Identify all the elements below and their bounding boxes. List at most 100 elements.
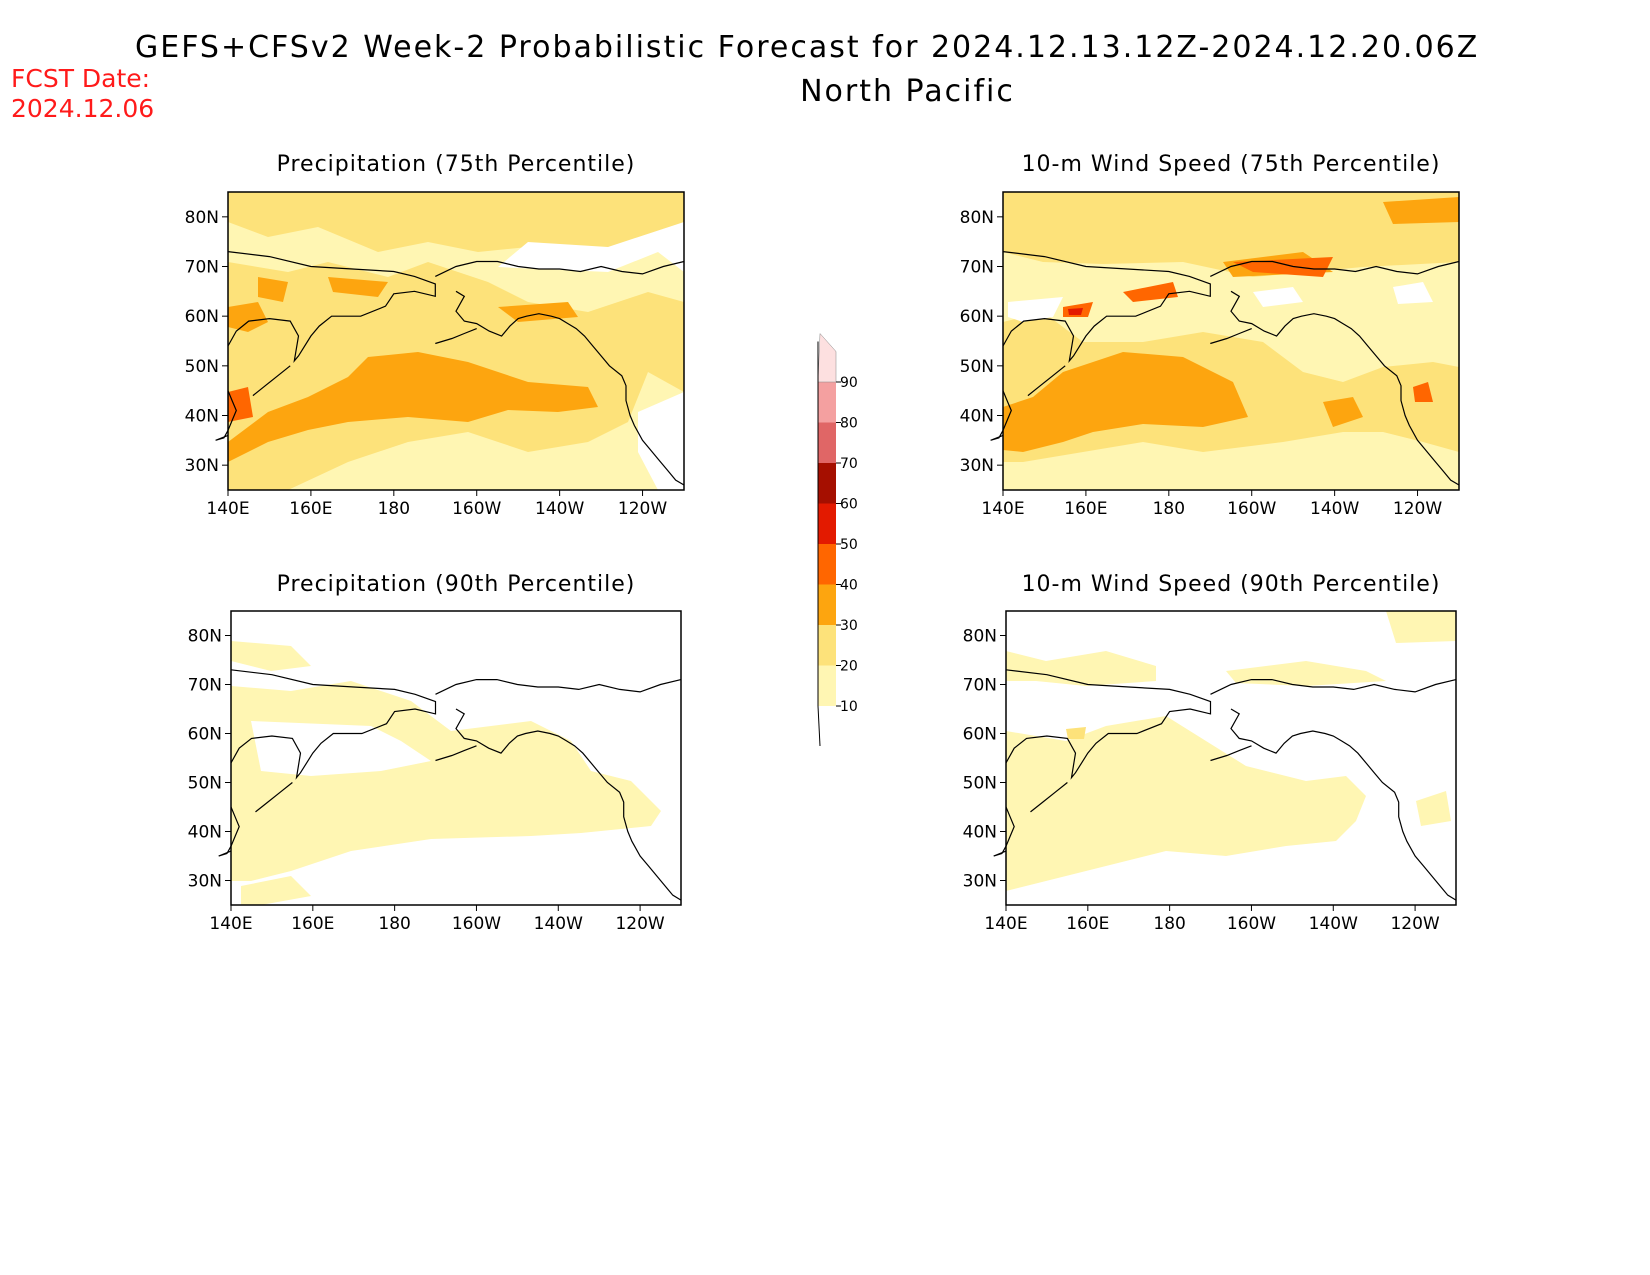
lon-tick-label: 120W: [1393, 499, 1442, 519]
lat-tick-label: 50N: [960, 357, 994, 377]
lon-tick-label: 140W: [534, 914, 583, 934]
coastline-segment: [218, 806, 240, 857]
figure-title: GEFS+CFSv2 Week-2 Probabilistic Forecast…: [135, 30, 1480, 65]
coastline-segment: [435, 679, 682, 695]
lon-tick-label: 140E: [984, 914, 1027, 934]
colorbar-segment: [818, 503, 836, 544]
lat-tick-label: 60N: [960, 307, 994, 327]
contour-fill-10: [1416, 791, 1451, 826]
lat-tick-label: 60N: [185, 307, 219, 327]
colorbar-segment: [818, 584, 836, 625]
map-panel-wind-90: [1006, 611, 1456, 905]
coastline-segment: [455, 290, 685, 486]
lon-tick-label: 120W: [1390, 914, 1439, 934]
contour-fill-40: [228, 387, 253, 422]
lat-tick-label: 80N: [185, 208, 219, 228]
lat-tick-label: 50N: [185, 357, 219, 377]
lat-tick-label: 30N: [188, 872, 222, 892]
lat-tick-label: 70N: [188, 676, 222, 696]
contour-fill-none: [1393, 282, 1433, 304]
colorbar-segment: [818, 422, 836, 463]
coastline-segment: [1230, 708, 1457, 901]
map-frame: [1005, 610, 1457, 906]
lon-tick-label: 120W: [615, 914, 664, 934]
lon-tick-label: 140W: [535, 499, 584, 519]
map-frame: [1002, 191, 1460, 491]
lat-tick-label: 50N: [188, 774, 222, 794]
contour-fill-30: [498, 302, 578, 322]
lat-tick-label: 30N: [185, 456, 219, 476]
coastline-segment: [1005, 669, 1212, 780]
forecast-date-label: FCST Date: 2024.12.06: [11, 64, 154, 124]
coastline-segment: [990, 390, 1012, 441]
lat-tick-label: 80N: [963, 627, 997, 647]
contour-fill-30: [1323, 397, 1363, 427]
coastline-segment: [1030, 782, 1068, 813]
coastline-segment: [455, 708, 682, 901]
contour-fill-none: [1008, 297, 1063, 322]
coastline-segment: [1210, 328, 1252, 345]
coastline-segment: [1230, 290, 1460, 486]
colorbar-label: 70: [840, 456, 858, 472]
lon-tick-label: 160W: [452, 499, 501, 519]
coastline-segment: [1027, 365, 1066, 397]
lat-tick-label: 30N: [960, 456, 994, 476]
coastline-segment: [1210, 260, 1460, 277]
lat-tick-label: 40N: [960, 407, 994, 427]
fcst-date-value: 2024.12.06: [11, 94, 155, 123]
lon-tick-label: 140E: [206, 499, 249, 519]
lat-tick-label: 30N: [963, 872, 997, 892]
contour-fill-10: [1006, 716, 1366, 891]
lon-tick-label: 140E: [981, 499, 1024, 519]
lat-tick-label: 60N: [963, 725, 997, 745]
contour-fill-10: [231, 641, 311, 671]
lon-tick-label: 160E: [289, 499, 332, 519]
lat-tick-label: 80N: [960, 208, 994, 228]
colorbar-tail: [817, 705, 821, 747]
lat-tick-label: 70N: [185, 258, 219, 278]
contour-fill-30: [258, 277, 288, 302]
panel-title-wind-75: 10-m Wind Speed (75th Percentile): [1021, 152, 1441, 177]
lon-tick-label: 120W: [618, 499, 667, 519]
contour-fill-20: [228, 192, 684, 252]
colorbar-label: 90: [840, 375, 858, 391]
contour-fill-50: [1068, 308, 1083, 315]
lat-tick-label: 40N: [963, 823, 997, 843]
contour-fill-10: [1006, 651, 1156, 686]
colorbar-label: 60: [840, 497, 858, 513]
contour-fill-none: [638, 392, 684, 490]
coastline-segment: [255, 782, 293, 813]
coastline-segment: [1210, 679, 1457, 695]
lat-tick-label: 60N: [188, 725, 222, 745]
lon-tick-label: 140W: [1309, 914, 1358, 934]
region-title: North Pacific: [800, 74, 1015, 109]
colorbar-segment: [818, 625, 836, 666]
contour-fill-none: [251, 721, 431, 776]
lat-tick-label: 70N: [960, 258, 994, 278]
lon-tick-label: 180: [378, 499, 410, 519]
lat-tick-label: 50N: [963, 774, 997, 794]
colorbar-segment: [818, 665, 836, 706]
coastline-segment: [252, 365, 291, 397]
panel-title-precip-90: Precipitation (90th Percentile): [276, 572, 636, 597]
map-frame: [227, 191, 685, 491]
contour-fill-30: [1003, 352, 1248, 452]
contour-fill-30: [328, 277, 388, 297]
contour-fill-30: [228, 302, 268, 332]
contour-fill-20: [1003, 192, 1459, 277]
colorbar: 10 20 30 40 50 60 70 80 90: [817, 332, 858, 747]
lon-tick-label: 180: [1153, 914, 1185, 934]
colorbar-label: 50: [840, 537, 858, 553]
colorbar-label: 30: [840, 618, 858, 634]
map-panel-precip-75: [228, 192, 684, 490]
lat-tick-label: 40N: [185, 407, 219, 427]
contour-fill-20: [1066, 727, 1086, 739]
colorbar-label: 80: [840, 416, 858, 432]
lon-tick-label: 160E: [1064, 499, 1107, 519]
lat-tick-label: 40N: [188, 823, 222, 843]
coastline-segment: [1002, 251, 1211, 363]
contour-fill-30: [1383, 197, 1459, 224]
lon-tick-label: 160W: [452, 914, 501, 934]
colorbar-segment: [818, 382, 836, 423]
